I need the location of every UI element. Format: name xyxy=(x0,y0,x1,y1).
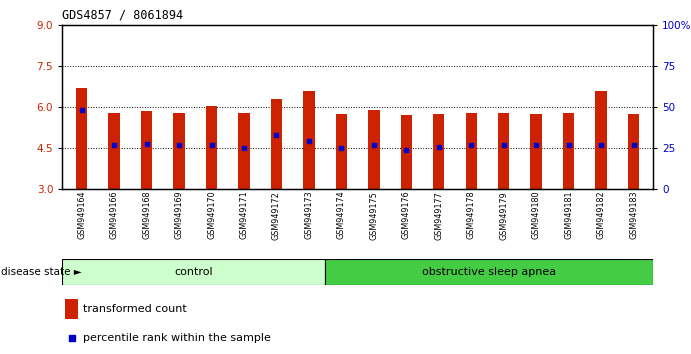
Bar xyxy=(62,259,325,285)
Bar xyxy=(325,259,653,285)
Bar xyxy=(65,299,78,319)
Bar xyxy=(271,99,282,189)
Bar xyxy=(596,91,607,189)
Bar xyxy=(628,114,639,189)
Text: percentile rank within the sample: percentile rank within the sample xyxy=(84,333,272,343)
Bar xyxy=(336,114,347,189)
Bar xyxy=(141,111,152,189)
Bar xyxy=(76,88,87,189)
Bar xyxy=(531,114,542,189)
Text: control: control xyxy=(174,267,213,277)
Bar xyxy=(563,113,574,189)
Bar xyxy=(433,114,444,189)
Bar xyxy=(173,113,184,189)
Text: transformed count: transformed count xyxy=(84,303,187,314)
Bar xyxy=(238,113,249,189)
Bar xyxy=(303,91,314,189)
Bar xyxy=(206,106,217,189)
Bar xyxy=(466,113,477,189)
Text: disease state ►: disease state ► xyxy=(1,267,82,277)
Text: GDS4857 / 8061894: GDS4857 / 8061894 xyxy=(62,9,183,22)
Bar xyxy=(401,115,412,189)
Text: obstructive sleep apnea: obstructive sleep apnea xyxy=(422,267,556,277)
Bar xyxy=(108,113,120,189)
Bar xyxy=(368,110,379,189)
Bar xyxy=(498,113,509,189)
